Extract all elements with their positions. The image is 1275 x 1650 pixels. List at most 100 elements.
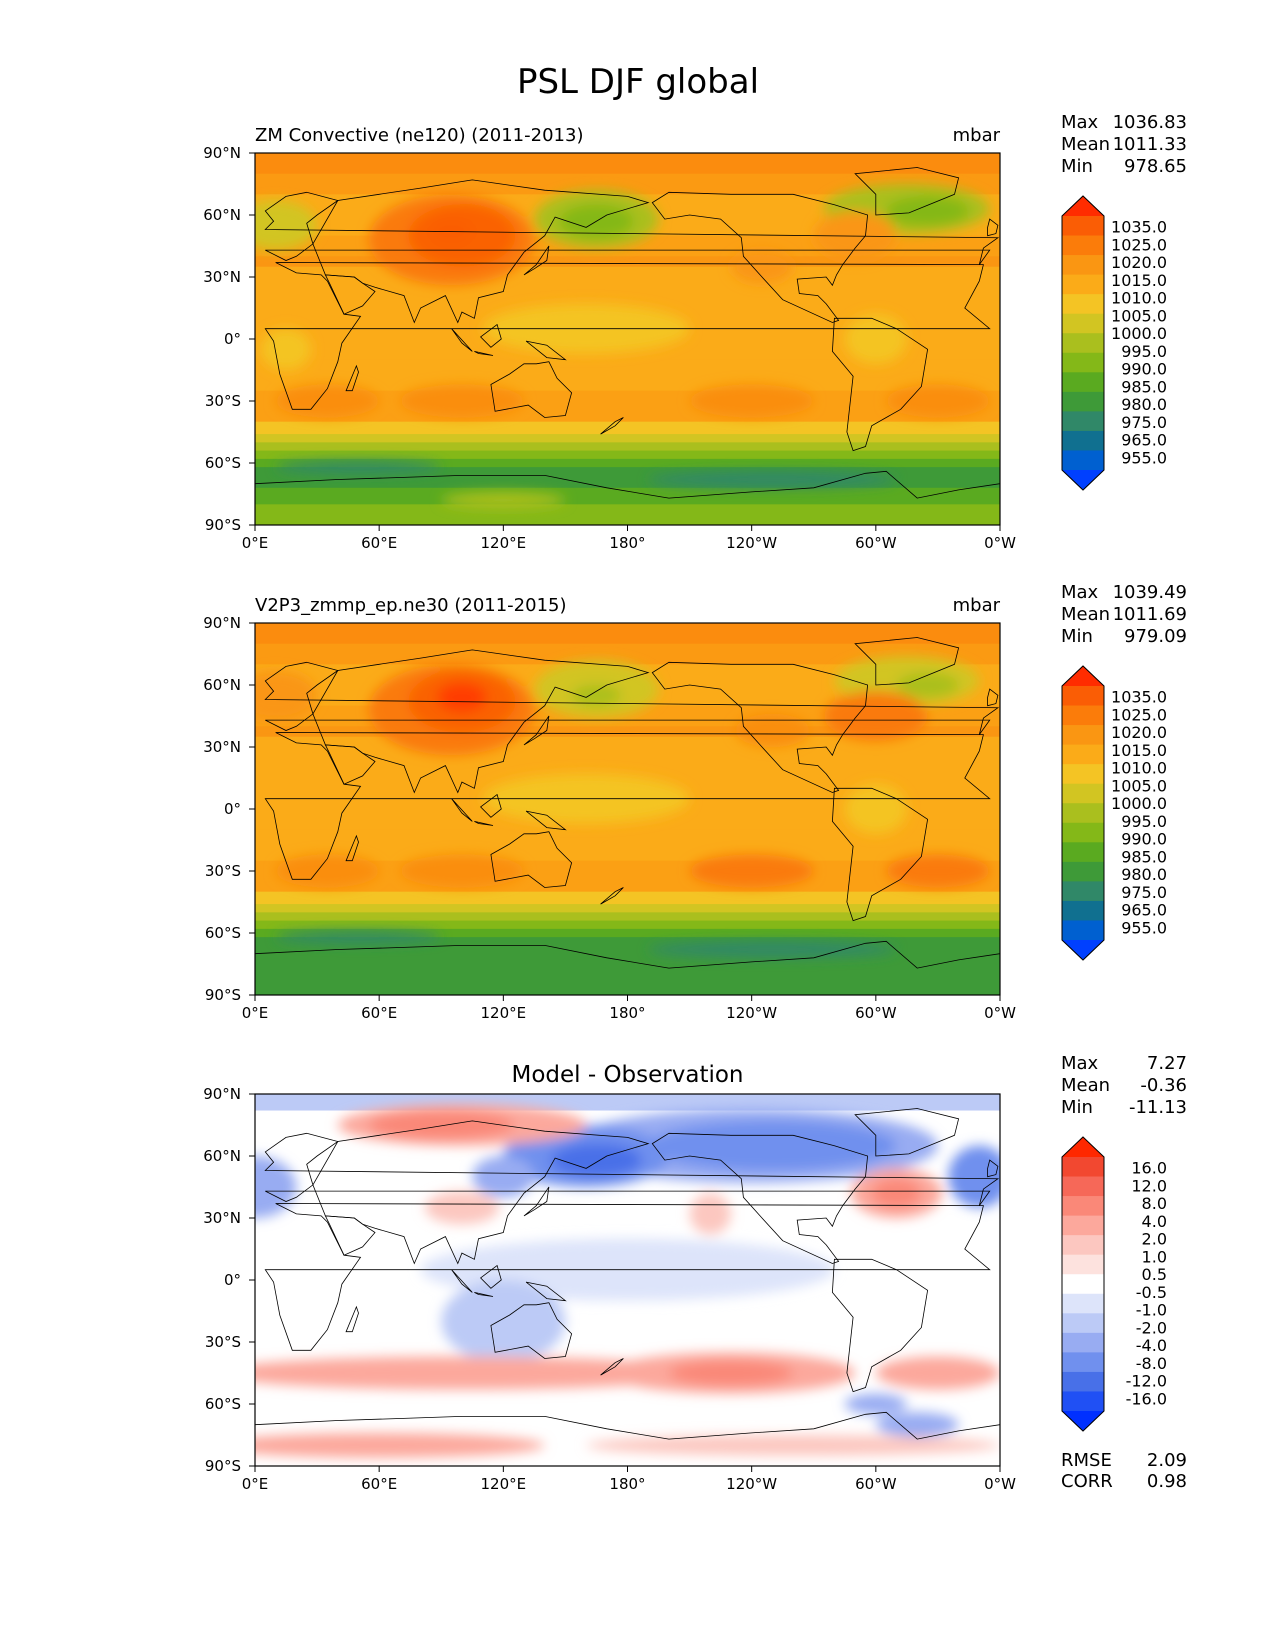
coastline <box>479 323 502 348</box>
coastline <box>312 179 650 324</box>
x-tick-label: 120°E <box>481 534 527 552</box>
coastline <box>523 1186 550 1217</box>
colorbar-tick-label: -16.0 <box>1126 1389 1167 1408</box>
colorbar-outline <box>1061 195 1105 491</box>
field-blob <box>886 384 990 418</box>
stat-value: 979.09 <box>1124 626 1187 647</box>
field-band <box>255 442 1000 452</box>
field-blob <box>368 1110 514 1140</box>
field-band <box>255 421 1000 435</box>
colorbar-tick-label: 8.0 <box>1142 1194 1167 1213</box>
colorbar-tick-label: 1015.0 <box>1111 271 1167 290</box>
colorbar-segment <box>1062 235 1104 256</box>
field-band <box>255 860 1000 893</box>
stat-value: -0.36 <box>1140 1075 1187 1096</box>
x-tick-label: 0°E <box>242 534 269 552</box>
field-blob <box>813 210 897 261</box>
stat-value: 1011.69 <box>1113 604 1187 625</box>
field-blob <box>896 672 959 698</box>
coastline <box>987 218 999 237</box>
coastline <box>525 340 567 361</box>
y-tick-label: 30°N <box>203 268 241 286</box>
map-field-2 <box>255 623 1000 995</box>
metric-label: RMSE <box>1061 1450 1112 1471</box>
colorbar-segment <box>1062 822 1104 843</box>
map-axes-1: 0°E 60°E 120°E 180° 120°W 60°W 0°W 90°N 60°N 30°N… <box>203 144 1016 552</box>
stat-label: Max <box>1061 582 1099 603</box>
field-blob <box>441 1280 566 1363</box>
stat-value: -11.13 <box>1129 1097 1187 1118</box>
coastline <box>474 351 494 356</box>
field-band <box>255 504 1000 525</box>
colorbar-tick-label: -2.0 <box>1136 1318 1167 1337</box>
field-blob <box>648 1120 897 1171</box>
field-blob <box>571 685 622 706</box>
coastline <box>451 798 473 822</box>
field-blob <box>437 682 487 712</box>
coastline <box>474 821 494 826</box>
colorbar-segment <box>1062 411 1104 432</box>
field-band <box>255 487 1000 505</box>
y-tick-label: 60°S <box>205 454 241 472</box>
colorbar-segment <box>1062 920 1104 941</box>
field-blob <box>875 1412 959 1438</box>
field-blob <box>689 854 814 888</box>
field-blob <box>648 941 897 958</box>
coastline <box>479 1264 502 1289</box>
coastline <box>490 361 573 418</box>
x-tick-label: 180° <box>609 1004 645 1022</box>
y-tick-label: 60°S <box>205 924 241 942</box>
field-band <box>255 928 1000 938</box>
field-blob <box>550 1143 642 1177</box>
colorbar-tick-label: 995.0 <box>1121 812 1167 831</box>
field-blob <box>255 200 318 251</box>
field-blobs <box>255 656 990 958</box>
field-band <box>255 390 1000 423</box>
field-blob <box>948 1145 1000 1208</box>
field-band <box>255 623 1000 645</box>
x-tick-label: 60°E <box>361 1475 397 1493</box>
colorbar-tick-label: 995.0 <box>1121 342 1167 361</box>
coastline <box>345 364 359 392</box>
colorbar-extend-top <box>1062 1137 1104 1157</box>
field-band <box>255 1094 1000 1112</box>
coastline <box>255 940 1000 969</box>
coastline <box>523 715 550 746</box>
colorbar-tick-label: 980.0 <box>1121 395 1167 414</box>
colorbar-segment <box>1062 372 1104 393</box>
stat-label: Max <box>1061 112 1099 133</box>
colorbar-segment <box>1062 1215 1104 1236</box>
colorbar-segment <box>1062 705 1104 726</box>
panel-title: V2P3_zmmp_ep.ne30 (2011-2015) <box>255 595 567 616</box>
field-band <box>255 829 1000 862</box>
field-band <box>255 736 1000 779</box>
stat-value: 978.65 <box>1124 156 1187 177</box>
colorbar-segment <box>1062 1332 1104 1353</box>
colorbar-extend-top <box>1062 666 1104 686</box>
colorbar-tick-label: 1005.0 <box>1111 306 1167 325</box>
x-tick-label: 60°W <box>855 1475 897 1493</box>
colorbar-tick-label: 16.0 <box>1131 1159 1167 1178</box>
colorbar-segment <box>1062 1176 1104 1197</box>
colorbar-segment <box>1062 313 1104 334</box>
colorbar-tick-label: 985.0 <box>1121 377 1167 396</box>
field-blob <box>871 1178 922 1208</box>
coastline <box>255 470 1000 499</box>
coastline <box>651 191 869 323</box>
field-blob <box>255 1432 545 1458</box>
y-tick-label: 0° <box>224 1271 241 1289</box>
coastlines <box>255 167 1000 499</box>
colorbar-tick-label: 1035.0 <box>1111 688 1167 707</box>
y-tick-label: 90°S <box>205 1457 241 1475</box>
colorbar-tick-label: 1020.0 <box>1111 253 1167 272</box>
coastline <box>264 1203 991 1351</box>
panel-titles-1: ZM Convective (ne120) (2011-2013) mbar <box>255 125 1001 146</box>
colorbar-segment <box>1062 1391 1104 1412</box>
coastline <box>451 328 473 352</box>
colorbar-segment <box>1062 725 1104 746</box>
field-band <box>255 937 1000 995</box>
map-field-1 <box>255 153 1000 525</box>
stat-label: Min <box>1061 156 1093 177</box>
